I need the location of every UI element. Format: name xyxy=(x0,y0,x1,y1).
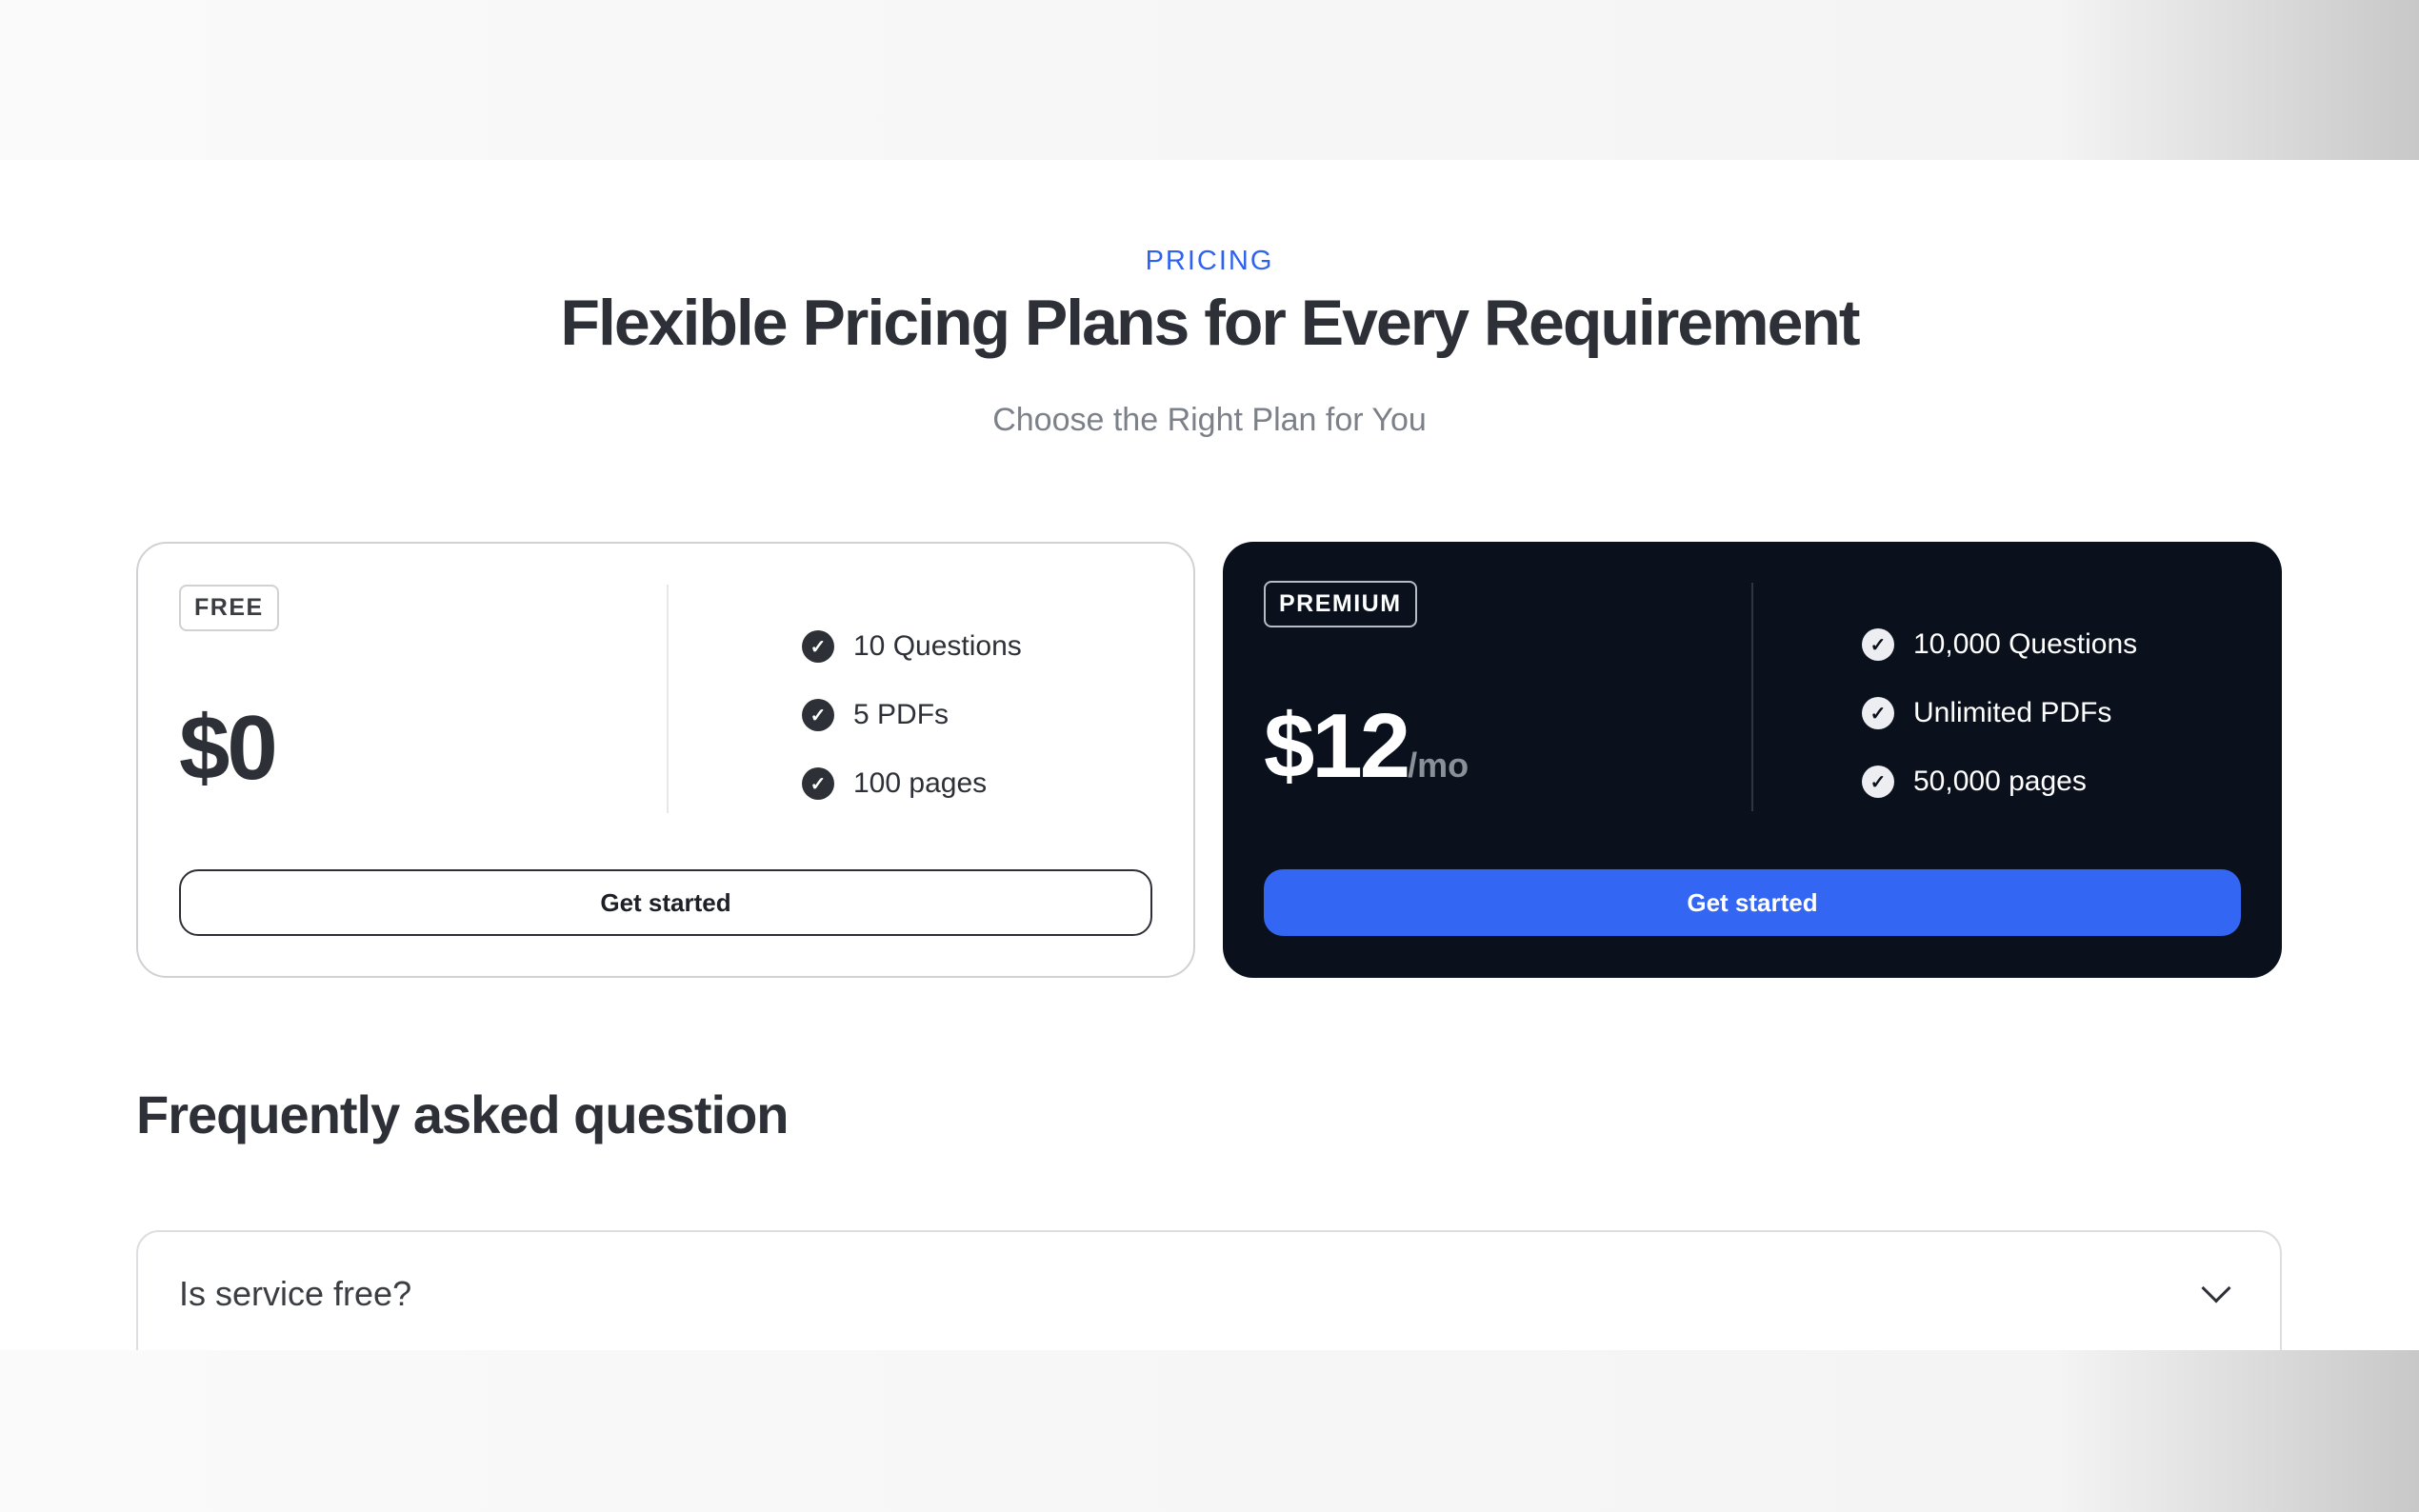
section-eyebrow: PRICING xyxy=(1145,246,1274,276)
price-amount: $0 xyxy=(179,697,278,799)
divider xyxy=(667,585,669,813)
feature-label: 100 pages xyxy=(853,767,988,799)
check-circle-icon: ✓ xyxy=(802,767,834,800)
bottom-backdrop xyxy=(0,1350,2419,1512)
premium-plan-card: PREMIUM $12/mo ✓ 10,000 Questions ✓ Unlimi… xyxy=(1223,542,2282,978)
plan-price: $0 xyxy=(179,696,278,801)
plan-price: $12/mo xyxy=(1264,694,1469,799)
feature-label: 50,000 pages xyxy=(1913,766,2087,797)
premium-get-started-button[interactable]: Get started xyxy=(1264,869,2241,936)
plan-badge: FREE xyxy=(179,585,279,631)
check-circle-icon: ✓ xyxy=(802,630,834,663)
feature-item: ✓ 100 pages xyxy=(802,749,1022,818)
check-circle-icon: ✓ xyxy=(1862,628,1894,661)
check-circle-icon: ✓ xyxy=(802,699,834,731)
feature-item: ✓ 10,000 Questions xyxy=(1862,610,2137,679)
faq-question[interactable]: Is service free? xyxy=(179,1274,412,1313)
page-title: Flexible Pricing Plans for Every Require… xyxy=(560,287,1860,359)
faq-heading: Frequently asked question xyxy=(136,1084,789,1144)
feature-item: ✓ 10 Questions xyxy=(802,612,1022,681)
feature-item: ✓ 5 PDFs xyxy=(802,681,1022,749)
feature-label: Unlimited PDFs xyxy=(1913,697,2112,728)
feature-label: 10 Questions xyxy=(853,630,1022,662)
check-circle-icon: ✓ xyxy=(1862,697,1894,729)
free-get-started-button[interactable]: Get started xyxy=(179,869,1152,936)
check-circle-icon: ✓ xyxy=(1862,766,1894,798)
feature-item: ✓ Unlimited PDFs xyxy=(1862,679,2137,747)
feature-label: 10,000 Questions xyxy=(1913,628,2138,660)
feature-list: ✓ 10,000 Questions ✓ Unlimited PDFs ✓ 50,00… xyxy=(1862,610,2137,816)
feature-item: ✓ 50,000 pages xyxy=(1862,747,2137,816)
page-subtitle: Choose the Right Plan for You xyxy=(992,402,1427,438)
free-plan-card: FREE $0 ✓ 10 Questions ✓ 5 PDFs ✓ 100 pages… xyxy=(136,542,1195,978)
plan-badge: PREMIUM xyxy=(1264,581,1417,627)
divider xyxy=(1751,583,1753,811)
feature-label: 5 PDFs xyxy=(853,699,950,730)
top-backdrop xyxy=(0,0,2419,160)
chevron-down-icon[interactable] xyxy=(2201,1273,2231,1303)
feature-list: ✓ 10 Questions ✓ 5 PDFs ✓ 100 pages xyxy=(802,612,1022,818)
price-amount: $12 xyxy=(1264,695,1410,797)
price-period: /mo xyxy=(1408,746,1469,785)
